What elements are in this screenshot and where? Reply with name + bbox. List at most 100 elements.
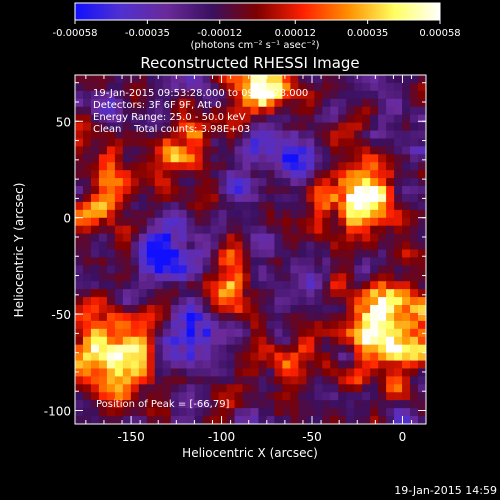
heatmap-cell [314,233,323,243]
heatmap-cell [306,376,315,385]
heatmap-cell [338,376,347,385]
heatmap-cell [186,217,196,227]
heatmap-cell [202,249,212,259]
heatmap-cell [250,193,260,203]
heatmap-cell [146,408,156,417]
heatmap-cell [154,265,164,274]
heatmap-cell [402,249,411,259]
heatmap-cell [90,408,100,417]
heatmap-cell [282,75,291,84]
heatmap-cell [170,106,180,116]
heatmap-cell [370,209,379,219]
heatmap-cell [330,368,339,378]
heatmap-cell [322,344,331,354]
heatmap-cell [98,154,108,163]
heatmap-cell [250,352,260,362]
heatmap-cell [194,217,204,227]
heatmap-cell [290,106,299,116]
heatmap-cell [106,130,116,140]
heatmap-cell [330,201,339,211]
heatmap-cell [306,344,315,354]
heatmap-cell [410,130,419,140]
heatmap-cell [242,178,252,187]
heatmap-cell [394,241,403,251]
heatmap-cell [122,193,132,203]
y-tick-label: -50 [51,308,71,322]
heatmap-cell [394,273,403,282]
heatmap-cell [418,90,426,100]
heatmap-cell [386,138,395,147]
heatmap-cell [170,90,180,100]
heatmap-cell [242,384,252,393]
heatmap-cell [266,170,276,179]
heatmap-cell [122,352,132,362]
heatmap-cell [274,209,284,219]
heatmap-cell [402,154,411,163]
heatmap-cell [306,297,315,306]
heatmap-cell [194,320,204,330]
heatmap-cell [138,312,148,322]
heatmap-cell [378,249,387,259]
heatmap-cell [338,209,347,219]
heatmap-cell [226,249,236,259]
heatmap-cell [402,400,411,409]
heatmap-cell [250,289,260,298]
chart-title: Reconstructed RHESSI Image [140,54,359,72]
heatmap-cell [130,186,140,195]
heatmap-cell [306,416,315,424]
heatmap-cell [290,392,299,401]
heatmap-cell [362,170,371,179]
heatmap-cell [354,217,363,227]
heatmap-cell [130,360,140,370]
heatmap-cell [106,368,116,378]
heatmap-cell [75,170,84,179]
heatmap-cell [146,154,156,163]
heatmap-cell [314,98,323,108]
heatmap-cell [298,170,307,179]
heatmap-cell [154,193,164,203]
heatmap-cell [322,281,331,290]
heatmap-cell [314,241,323,251]
heatmap-cell [170,241,180,251]
heatmap-cell [154,257,164,266]
heatmap-cell [346,106,355,116]
heatmap-cell [122,281,132,290]
heatmap-cell [82,384,92,393]
heatmap-cell [114,170,124,179]
heatmap-cell [75,90,84,100]
heatmap-cell [226,312,236,322]
heatmap-cell [386,376,395,385]
heatmap-cell [162,297,172,306]
heatmap-cell [314,376,323,385]
heatmap-cell [338,312,347,322]
heatmap-cell [314,75,323,84]
heatmap-cell [82,281,92,290]
heatmap-cell [98,376,108,385]
heatmap-cell [282,170,291,179]
heatmap-cell [250,416,260,424]
heatmap-cell [90,106,100,116]
heatmap-cell [75,336,84,346]
heatmap-cell [282,328,291,338]
heatmap-cell [194,75,204,84]
heatmap-cell [138,217,148,227]
heatmap-cell [266,249,276,259]
heatmap-cell [298,320,307,330]
heatmap-cell [90,193,100,203]
heatmap-cell [354,225,363,235]
heatmap-cell [282,90,291,100]
heatmap-cell [282,233,291,243]
heatmap-cell [194,201,204,211]
heatmap-cell [266,122,276,132]
heatmap-cell [122,416,132,424]
heatmap-cell [138,75,148,84]
heatmap-cell [106,75,116,84]
heatmap-cell [258,312,268,322]
heatmap-cell [106,249,116,259]
heatmap-cell [106,312,116,322]
heatmap-cell [186,82,196,92]
heatmap-cell [106,193,116,203]
heatmap-cell [210,178,220,187]
heatmap-cell [122,392,132,401]
heatmap-cell [282,289,291,298]
